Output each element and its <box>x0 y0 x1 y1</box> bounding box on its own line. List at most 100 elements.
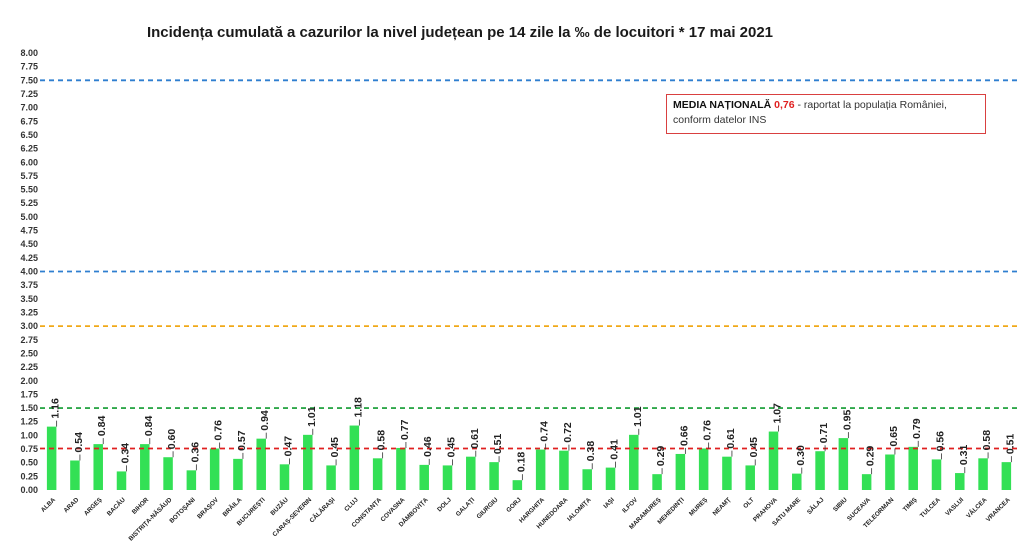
y-tick-label: 0.25 <box>20 471 38 481</box>
y-tick-label: 6.25 <box>20 144 38 154</box>
y-tick-label: 3.50 <box>20 294 38 304</box>
national-average-value: 0,76 <box>774 99 795 111</box>
value-label: 0.56 <box>935 431 947 452</box>
bar <box>652 474 662 490</box>
value-label: 0.29 <box>655 446 667 467</box>
y-tick-label: 1.25 <box>20 417 38 427</box>
y-tick-label: 7.50 <box>20 75 38 85</box>
bar <box>70 460 80 490</box>
bar <box>582 469 592 490</box>
value-label: 0.46 <box>422 436 434 457</box>
value-label: 0.61 <box>469 428 481 449</box>
y-tick-label: 2.50 <box>20 348 38 358</box>
bar <box>955 473 965 490</box>
bar <box>279 464 290 490</box>
value-label: 0.57 <box>236 430 248 451</box>
category-label: BIHOR <box>131 496 151 516</box>
value-label: 0.51 <box>492 434 504 455</box>
bars <box>46 425 1012 490</box>
bar <box>186 470 197 490</box>
category-label: ALBA <box>40 496 58 514</box>
category-label: MUREȘ <box>688 496 709 517</box>
value-label: 0.76 <box>702 420 714 441</box>
bar <box>489 462 499 490</box>
bar <box>512 480 523 490</box>
bar <box>303 434 313 490</box>
bar <box>838 438 849 490</box>
value-label: 1.01 <box>306 406 318 427</box>
value-label: 0.58 <box>376 430 388 451</box>
category-label: GORJ <box>505 496 523 514</box>
value-label: 0.36 <box>189 442 201 463</box>
bar <box>233 458 243 490</box>
category-label: TULCEA <box>919 496 942 519</box>
bar <box>605 467 616 490</box>
category-label: BRĂILA <box>220 495 244 519</box>
value-label: 0.51 <box>1004 434 1016 455</box>
bar <box>559 450 569 490</box>
bar <box>792 473 802 490</box>
value-label: 0.45 <box>329 437 341 458</box>
value-label: 0.66 <box>678 425 690 446</box>
y-tick-label: 5.50 <box>20 185 38 195</box>
value-labels: 1.16 0.54 0.84 0.34 0.84 0.60 0.36 0.76 0.57 0.94… <box>50 397 1016 481</box>
y-tick-label: 0.50 <box>20 458 38 468</box>
value-label: 0.79 <box>911 418 923 439</box>
national-average-annotation: MEDIA NAȚIONALĂ 0,76 - raportat la popul… <box>666 94 986 134</box>
bar <box>209 448 220 490</box>
bar <box>768 431 779 490</box>
y-tick-label: 6.75 <box>20 116 38 126</box>
category-label: SIBIU <box>832 496 849 513</box>
category-label: BISTRIȚA-NĂSĂUD <box>126 495 174 543</box>
category-label: VÂLCEA <box>964 495 989 520</box>
y-tick-label: 5.25 <box>20 198 38 208</box>
y-tick-label: 2.75 <box>20 335 38 345</box>
bar <box>745 465 755 490</box>
category-label: OLT <box>742 496 756 510</box>
y-tick-label: 6.50 <box>20 130 38 140</box>
bar <box>931 459 942 490</box>
value-label: 0.61 <box>725 428 737 449</box>
y-tick-label: 1.50 <box>20 403 38 413</box>
category-label: NEAMȚ <box>712 496 733 517</box>
bar <box>675 453 686 490</box>
value-label: 0.45 <box>446 437 458 458</box>
y-tick-label: 4.50 <box>20 239 38 249</box>
bar <box>698 448 709 490</box>
y-tick-label: 0.75 <box>20 444 38 454</box>
y-tick-label: 3.00 <box>20 321 38 331</box>
value-label: 0.45 <box>748 437 760 458</box>
value-label: 1.16 <box>50 398 62 419</box>
value-label: 0.65 <box>888 426 900 447</box>
category-label: ARGEȘ <box>83 496 104 517</box>
chart-title: Incidența cumulată a cazurilor la nivel … <box>146 24 774 41</box>
value-label: 0.41 <box>609 439 621 460</box>
bar <box>116 471 127 490</box>
national-average-source: conform datelor INS <box>673 114 767 126</box>
bar <box>396 447 406 490</box>
category-label: ARAD <box>63 496 81 514</box>
y-tick-label: 5.00 <box>20 212 38 222</box>
bar <box>326 465 336 490</box>
value-label: 0.34 <box>120 443 132 464</box>
value-label: 0.47 <box>283 436 295 457</box>
category-label: VRANCEA <box>985 496 1012 523</box>
x-axis-labels: ALBA ARAD ARGEȘ BACĂU BIHORBISTRIȚA-NĂSĂUDBO… <box>40 495 1012 543</box>
value-label: 0.71 <box>818 423 830 444</box>
y-tick-label: 1.00 <box>20 430 38 440</box>
value-label: 1.18 <box>352 397 364 418</box>
value-label: 0.84 <box>143 416 155 437</box>
national-average-note: - raportat la populația României, <box>794 99 947 111</box>
category-label: GIURGIU <box>475 496 499 520</box>
value-label: 0.84 <box>96 416 108 437</box>
bar <box>978 458 988 490</box>
bar <box>908 446 918 490</box>
y-tick-label: 2.25 <box>20 362 38 372</box>
bar <box>419 464 429 490</box>
bar <box>372 458 383 490</box>
bar <box>885 454 895 490</box>
bar <box>442 465 453 490</box>
bar <box>93 444 103 490</box>
bar <box>466 456 476 490</box>
